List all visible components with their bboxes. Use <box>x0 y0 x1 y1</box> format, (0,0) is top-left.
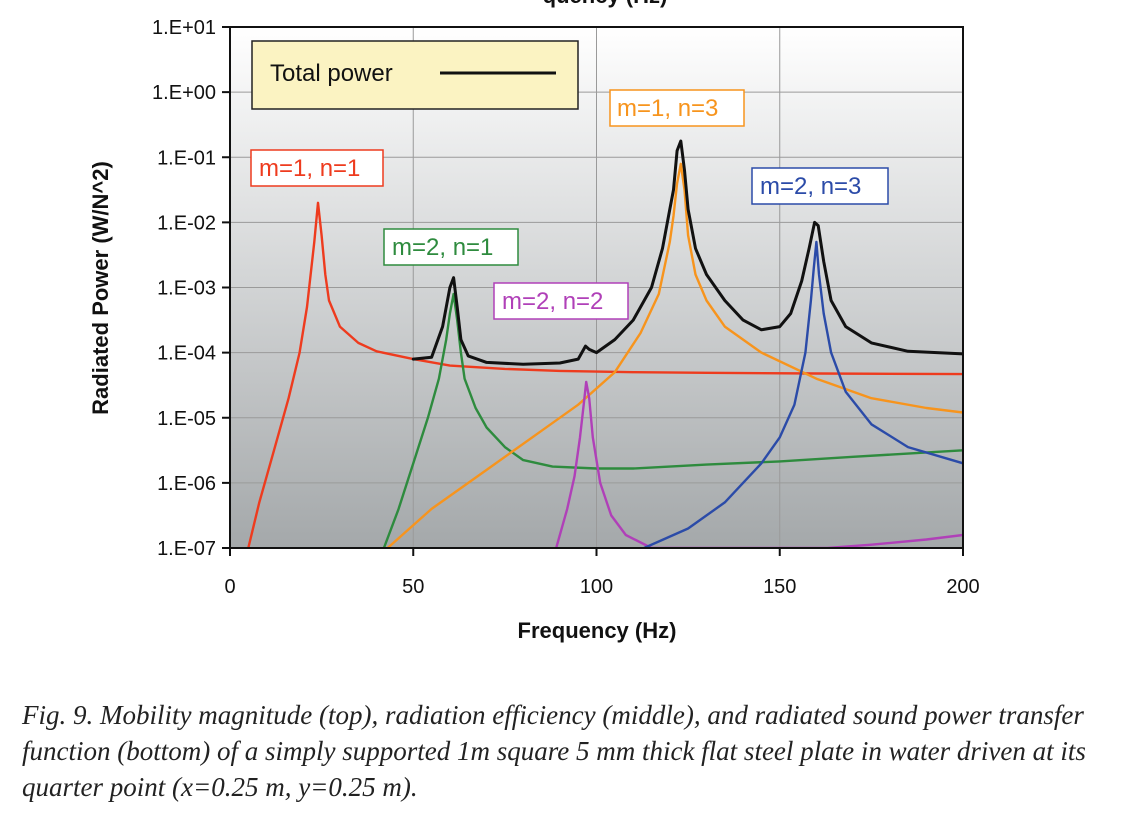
y-tick-label: 1.E-03 <box>157 278 216 300</box>
chart-title-fragment: quency (Hz) <box>543 0 668 8</box>
y-tick-label: 1.E-04 <box>157 343 216 365</box>
x-tick-label: 100 <box>580 576 613 598</box>
legend-box <box>251 40 579 110</box>
y-tick-label: 1.E+00 <box>152 82 216 104</box>
series-line-m-2-n-1 <box>382 292 963 548</box>
annotation-label: m=1, n=1 <box>259 155 360 182</box>
annotation-label: m=2, n=3 <box>760 173 861 200</box>
annotation-m2-n1: m=2, n=1 <box>383 228 519 266</box>
annotation-label: m=2, n=1 <box>392 234 493 261</box>
annotation-m2-n2: m=2, n=2 <box>493 282 629 320</box>
legend-label: Total power <box>270 60 393 87</box>
series-line-m-2-n-2 <box>555 380 963 548</box>
annotation-m1-n3: m=1, n=3 <box>609 89 745 127</box>
y-tick-label: 1.E-01 <box>157 147 216 169</box>
y-tick-label: 1.E-06 <box>157 473 216 495</box>
annotation-label: m=1, n=3 <box>617 95 718 122</box>
series-layer <box>247 139 963 548</box>
x-tick-label: 150 <box>763 576 796 598</box>
annotation-m1-n1: m=1, n=1 <box>250 149 384 187</box>
series-line-total-power <box>411 139 963 366</box>
x-tick-label: 200 <box>946 576 979 598</box>
x-axis-title: Frequency (Hz) <box>518 618 677 643</box>
y-axis: 1.E+01 1.E+00 1.E-01 1.E-02 1.E-03 1.E-04 1.E-… <box>152 17 230 560</box>
radiated-power-chart: quency (Hz) 1.E+01 1.E+00 1.E-01 1.E-02 1.E-… <box>88 0 980 643</box>
x-axis: 0 50 100 150 200 <box>224 548 980 598</box>
y-tick-label: 1.E-02 <box>157 212 216 234</box>
x-tick-label: 50 <box>402 576 424 598</box>
y-tick-label: 1.E-07 <box>157 538 216 560</box>
annotation-label: m=2, n=2 <box>502 288 603 315</box>
series-line-m-1-n-1 <box>247 201 963 548</box>
annotation-m2-n3: m=2, n=3 <box>751 167 889 205</box>
y-tick-label: 1.E+01 <box>152 17 216 39</box>
series-line-m-2-n-3 <box>642 240 963 548</box>
series-line-m-1-n-3 <box>386 162 963 548</box>
y-axis-title: Radiated Power (W/N^2) <box>88 161 113 415</box>
figure-caption: Fig. 9. Mobility magnitude (top), radiat… <box>22 700 1086 802</box>
x-tick-label: 0 <box>224 576 235 598</box>
y-tick-label: 1.E-05 <box>157 408 216 430</box>
legend: Total power <box>251 40 579 110</box>
